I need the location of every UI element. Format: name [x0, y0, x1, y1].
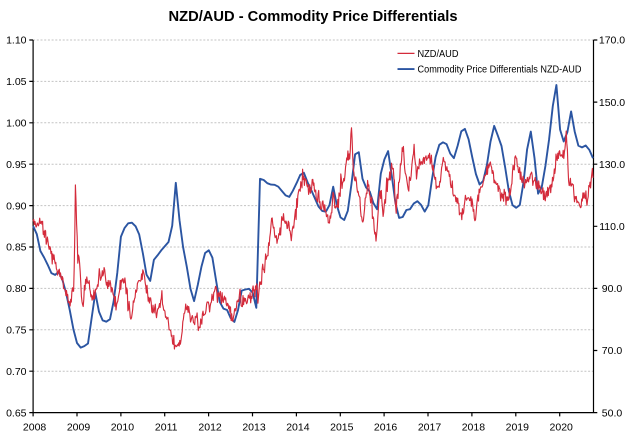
svg-text:2016: 2016 [374, 422, 398, 434]
svg-text:0.95: 0.95 [6, 159, 27, 171]
svg-text:0.85: 0.85 [6, 242, 27, 254]
svg-text:130.0: 130.0 [599, 159, 625, 171]
svg-text:2009: 2009 [67, 422, 91, 434]
svg-text:90.0: 90.0 [602, 283, 623, 295]
svg-text:Commodity Price Differentials: Commodity Price Differentials NZD-AUD [418, 65, 582, 76]
svg-text:50.0: 50.0 [602, 407, 623, 419]
svg-text:2014: 2014 [286, 422, 310, 434]
svg-text:2010: 2010 [111, 422, 135, 434]
svg-text:110.0: 110.0 [599, 221, 625, 233]
svg-text:1.00: 1.00 [6, 118, 27, 130]
svg-text:2018: 2018 [462, 422, 486, 434]
svg-text:0.90: 0.90 [6, 200, 27, 212]
svg-text:170.0: 170.0 [599, 35, 625, 47]
svg-text:0.80: 0.80 [6, 283, 27, 295]
svg-text:0.70: 0.70 [6, 366, 27, 378]
svg-text:0.75: 0.75 [6, 325, 27, 337]
svg-text:NZD/AUD: NZD/AUD [418, 49, 459, 60]
svg-text:2015: 2015 [330, 422, 354, 434]
svg-text:2011: 2011 [155, 422, 178, 434]
svg-text:2020: 2020 [550, 422, 574, 434]
svg-text:70.0: 70.0 [602, 345, 623, 357]
svg-text:150.0: 150.0 [599, 97, 625, 109]
svg-text:0.65: 0.65 [6, 407, 27, 419]
svg-text:2019: 2019 [506, 422, 530, 434]
svg-text:NZD/AUD - Commodity Price Diff: NZD/AUD - Commodity Price Differentials [169, 9, 458, 25]
svg-text:2012: 2012 [198, 422, 222, 434]
svg-text:2008: 2008 [23, 422, 47, 434]
svg-text:2017: 2017 [418, 422, 442, 434]
svg-text:2013: 2013 [242, 422, 266, 434]
svg-text:1.10: 1.10 [6, 35, 27, 47]
svg-text:1.05: 1.05 [6, 76, 27, 88]
